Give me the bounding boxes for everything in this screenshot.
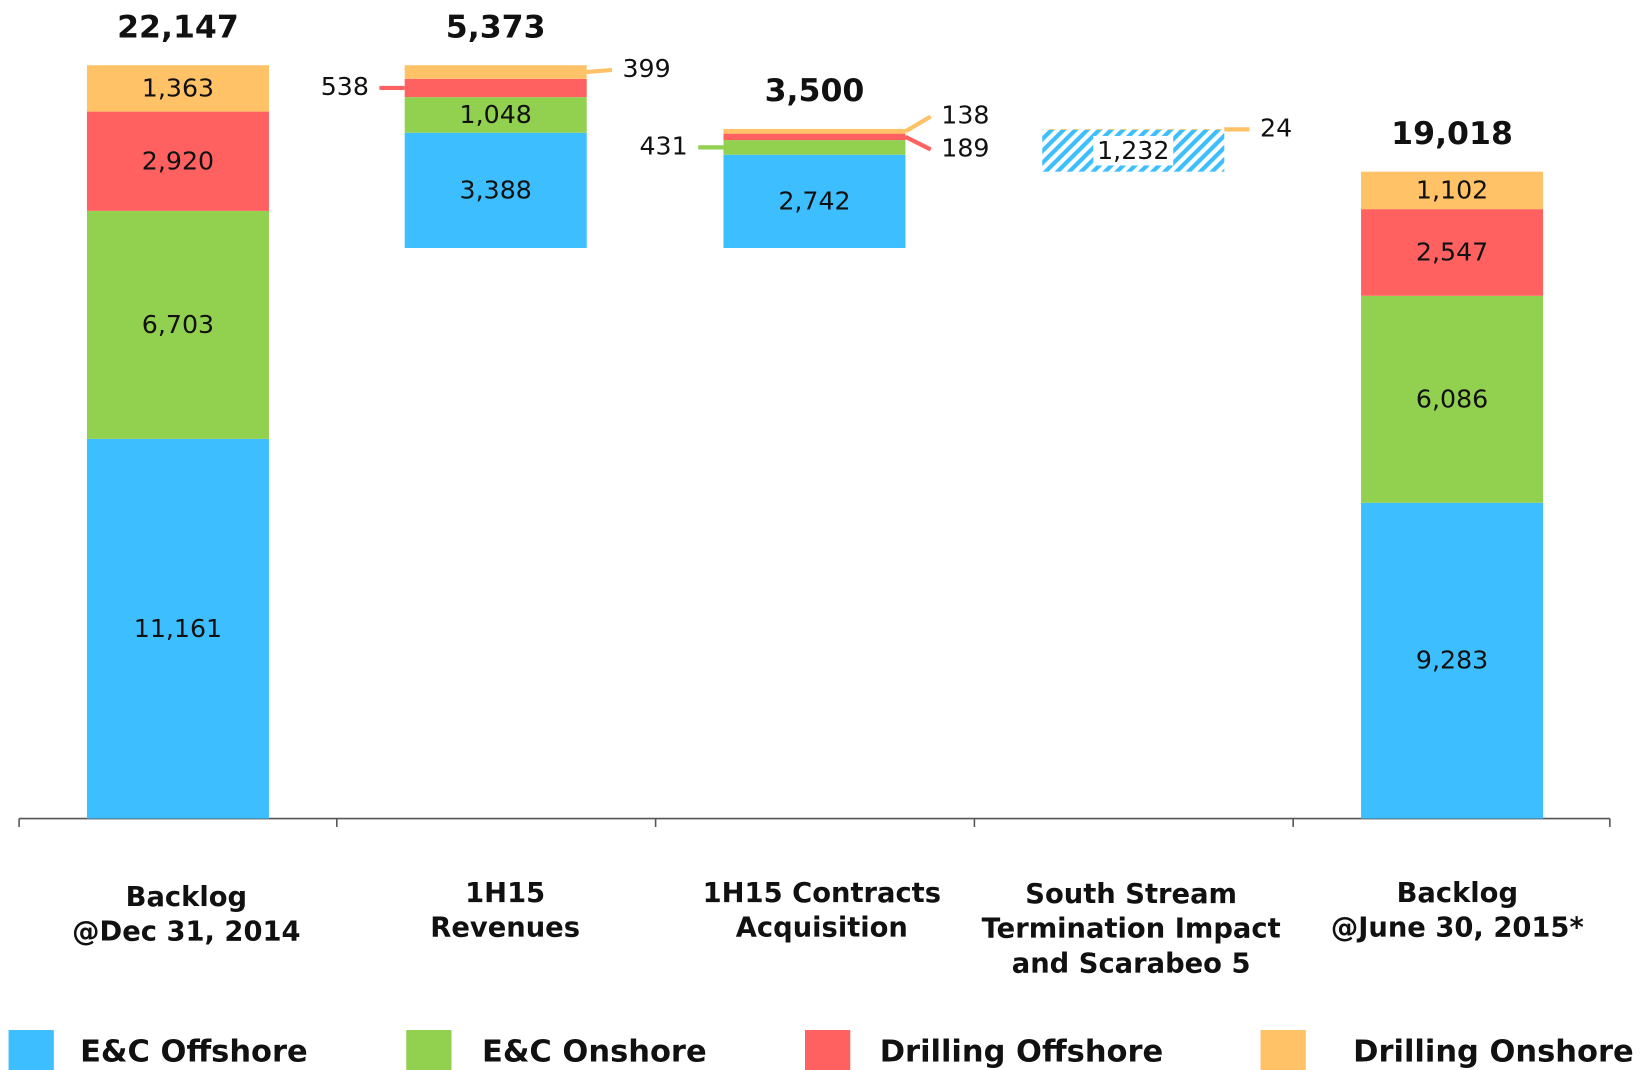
category-label: South Stream: [1025, 879, 1237, 910]
value-label: 399: [622, 54, 670, 83]
legend-label: Drilling Onshore: [1353, 1035, 1634, 1070]
bar-segment: [86, 210, 269, 439]
legend-swatch: [805, 1030, 851, 1070]
value-label: 2,742: [778, 186, 850, 215]
value-label: 6,086: [1416, 384, 1488, 413]
value-label: 1,048: [460, 100, 532, 129]
label-background: [1093, 135, 1174, 166]
value-label: 3,388: [460, 175, 532, 204]
value-label: 24: [1260, 113, 1292, 142]
value-label: 9,283: [1416, 646, 1488, 675]
bar-segment: [86, 111, 269, 211]
value-label: 538: [321, 72, 369, 101]
bar-segment: [86, 438, 269, 819]
leader-line: [904, 134, 932, 152]
bar-segment: [404, 65, 587, 79]
bar-segment: [404, 78, 587, 98]
value-label: 431: [639, 131, 687, 160]
bar-segment: [404, 97, 587, 133]
total-label: 5,373: [446, 9, 546, 45]
bar-segment: [86, 65, 269, 112]
bar-segment: [723, 133, 906, 141]
category-label: and Scarabeo 5: [1012, 948, 1251, 979]
value-label: 138: [941, 101, 989, 130]
bar-segment: [723, 140, 906, 155]
leader-line: [904, 114, 932, 134]
bar-segment: [723, 154, 906, 248]
category-label: 1H15 Contracts: [703, 878, 941, 909]
bar-segment: [1361, 502, 1544, 819]
total-label: 19,018: [1391, 116, 1513, 152]
category-label: @Dec 31, 2014: [72, 917, 300, 948]
value-label: 1,102: [1416, 175, 1488, 204]
category-label: Acquisition: [736, 913, 908, 944]
category-label: Revenues: [430, 913, 580, 944]
value-label: 2,547: [1416, 238, 1488, 267]
bar-segment: [1361, 171, 1544, 210]
bar-segment: [723, 128, 906, 134]
category-label: @June 30, 2015*: [1331, 913, 1584, 944]
category-label: Backlog: [126, 882, 247, 913]
value-label: 189: [941, 133, 989, 162]
bar-segment: [1361, 209, 1544, 296]
axis-ticks: [18, 818, 1611, 827]
bar-segment: [404, 132, 587, 248]
total-label: 3,500: [765, 73, 865, 109]
value-label: 1,232: [1097, 136, 1169, 165]
legend-swatch: [406, 1030, 452, 1070]
value-label: 6,703: [142, 310, 214, 339]
leader-line: [586, 67, 613, 75]
legend-swatch: [1260, 1030, 1306, 1070]
legend-swatch: [8, 1030, 54, 1070]
legend-label: E&C Onshore: [482, 1035, 707, 1070]
legend-label: Drilling Offshore: [880, 1035, 1164, 1070]
value-label: 11,161: [134, 614, 222, 643]
bar-segment: [1361, 295, 1544, 503]
category-label: Termination Impact: [982, 914, 1281, 945]
value-label: 2,920: [142, 146, 214, 175]
value-label: 1,363: [142, 73, 214, 102]
category-label: 1H15: [465, 878, 545, 909]
legend-label: E&C Offshore: [80, 1035, 308, 1070]
bar-segment: [1042, 128, 1225, 130]
category-label: Backlog: [1397, 878, 1518, 909]
total-label: 22,147: [117, 9, 239, 45]
